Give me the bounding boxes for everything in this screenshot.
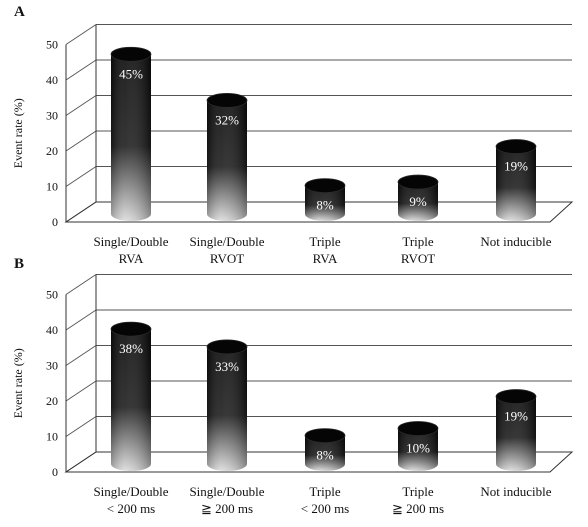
y-tick-label: 0	[52, 465, 58, 479]
x-tick-label-line2: < 200 ms	[301, 501, 350, 516]
bar-value-label: 19%	[504, 409, 528, 424]
x-tick-label-line2: ≧ 200 ms	[392, 501, 444, 516]
bar	[397, 174, 439, 221]
x-tick-label: Single/Double	[189, 234, 264, 249]
bar-value-label: 33%	[215, 359, 239, 374]
y-tick-label: 30	[46, 109, 58, 123]
x-tick-label-line2: RVA	[313, 251, 338, 266]
bar-top	[304, 428, 346, 444]
depth-line	[65, 130, 97, 152]
bar-shade	[305, 435, 345, 471]
x-tick-label-line2: RVOT	[401, 251, 435, 266]
bar-value-label: 10%	[406, 441, 430, 456]
y-tick-label: 40	[46, 323, 58, 337]
bar-top	[397, 174, 439, 190]
x-tick-label: Not inducible	[480, 234, 551, 249]
depth-line	[65, 380, 97, 402]
x-tick-label: Triple	[309, 234, 341, 249]
y-tick-label: 30	[46, 359, 58, 373]
bar-shade	[496, 396, 536, 471]
depth-line	[65, 416, 97, 437]
bar-value-label: 9%	[409, 194, 427, 209]
bar-shade	[207, 346, 247, 471]
bar-value-label: 32%	[215, 112, 239, 127]
depth-line	[65, 166, 97, 187]
bar-shade	[398, 182, 438, 221]
y-axis-title: Event rate (%)	[11, 348, 25, 418]
bar	[495, 139, 537, 221]
bar-value-label: 45%	[119, 66, 143, 81]
depth-line	[65, 274, 97, 295]
depth-line	[65, 345, 97, 366]
x-tick-label: Triple	[402, 234, 434, 249]
x-tick-label-line2: RVOT	[210, 251, 244, 266]
bar	[110, 46, 152, 221]
bar-shade	[207, 100, 247, 221]
bar	[110, 321, 152, 471]
y-tick-label: 10	[46, 180, 58, 194]
depth-line	[65, 59, 97, 81]
bar	[495, 389, 537, 471]
x-tick-label: Triple	[309, 484, 341, 499]
bar-shade	[111, 329, 151, 471]
x-tick-label: Not inducible	[480, 484, 551, 499]
x-tick-label: Single/Double	[93, 234, 168, 249]
bar-top	[110, 46, 152, 62]
bar-top	[495, 389, 537, 404]
depth-line	[65, 309, 97, 331]
bar-top	[304, 178, 346, 194]
y-tick-label: 10	[46, 430, 58, 444]
panel-label: B	[14, 256, 24, 272]
y-axis-title: Event rate (%)	[11, 98, 25, 168]
bar-shade	[305, 185, 345, 221]
chart-panel-a: A 0 10 20 30 40 50 Event rate (%) 45% Single/Doub…	[11, 4, 574, 266]
bar	[304, 178, 346, 221]
bar	[206, 339, 248, 471]
y-tick-label: 0	[52, 215, 58, 229]
plot-floor	[64, 201, 574, 223]
x-tick-label: Single/Double	[93, 484, 168, 499]
x-tick-label-line2: < 200 ms	[107, 501, 156, 516]
y-tick-label: 50	[46, 288, 58, 302]
y-tick-label: 20	[46, 394, 58, 408]
bar-top	[206, 93, 248, 108]
bar-value-label: 8%	[316, 448, 334, 463]
x-tick-label-line2: ≧ 200 ms	[201, 501, 253, 516]
bar-top	[397, 421, 439, 436]
x-tick-label-line2: RVA	[119, 251, 144, 266]
chart-panel-b: B 0 10 20 30 40 50 Event rate (%) 38% Single/Doub…	[11, 256, 574, 516]
x-tick-label: Single/Double	[189, 484, 264, 499]
bar	[206, 93, 248, 221]
bar-shade	[398, 428, 438, 471]
bar-top	[495, 139, 537, 154]
bar-top	[110, 321, 152, 337]
y-tick-label: 20	[46, 144, 58, 158]
x-tick-label: Triple	[402, 484, 434, 499]
bar-top	[206, 339, 248, 355]
plot-floor	[64, 451, 574, 473]
bar-shade	[111, 54, 151, 221]
depth-line	[65, 95, 97, 116]
y-tick-label: 40	[46, 73, 58, 87]
bar-value-label: 8%	[316, 198, 334, 213]
depth-line	[65, 24, 97, 45]
bar-shade	[496, 146, 536, 221]
bar-value-label: 19%	[504, 159, 528, 174]
bar-value-label: 38%	[119, 341, 143, 356]
bar	[397, 421, 439, 471]
y-tick-label: 50	[46, 38, 58, 52]
panel-label: A	[14, 4, 25, 20]
bar	[304, 428, 346, 471]
